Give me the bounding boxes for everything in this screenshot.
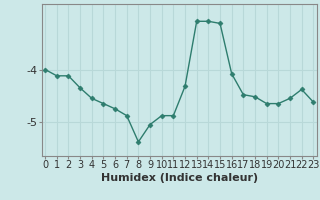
X-axis label: Humidex (Indice chaleur): Humidex (Indice chaleur) [100, 173, 258, 183]
